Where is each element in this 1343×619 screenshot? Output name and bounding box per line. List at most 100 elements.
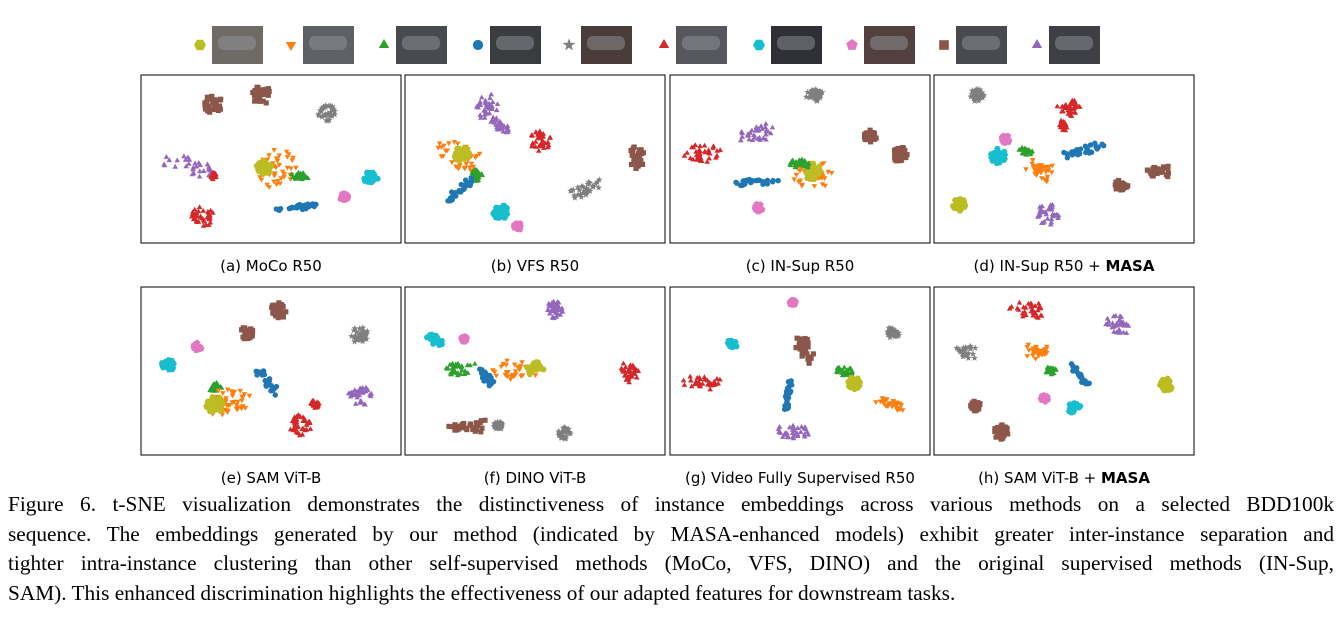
marker: [303, 422, 310, 427]
marker: [294, 423, 301, 428]
marker: [517, 364, 524, 370]
marker: [799, 182, 805, 188]
tsne-panel: [140, 74, 402, 244]
marker: [266, 376, 273, 382]
figure-caption: Figure 6. t-SNE visualization demonstrat…: [8, 490, 1334, 608]
marker: [813, 86, 821, 93]
marker: [956, 348, 964, 355]
marker: [1064, 154, 1071, 161]
marker: [993, 434, 999, 440]
marker: [196, 204, 203, 210]
marker: [484, 377, 490, 383]
marker: [277, 312, 283, 318]
marker: [331, 111, 338, 118]
marker: [793, 345, 799, 351]
marker: [894, 407, 901, 413]
marker: [689, 144, 695, 150]
marker: [1037, 206, 1044, 211]
marker: [493, 122, 499, 127]
marker: [351, 332, 359, 339]
marker: [459, 367, 465, 373]
marker: [892, 152, 899, 158]
marker: [796, 179, 802, 185]
marker: [294, 416, 300, 422]
marker: [482, 373, 489, 379]
marker: [628, 161, 635, 168]
marker: [259, 372, 265, 378]
marker: [1065, 408, 1073, 414]
marker: [1165, 165, 1171, 172]
thumbnail-highlight: [309, 36, 347, 50]
marker: [790, 433, 796, 439]
marker: [523, 364, 531, 370]
marker: [565, 425, 572, 432]
panel-caption: (e) SAM ViT-B: [221, 469, 322, 487]
panel-caption: (d) IN-Sup R50 + MASA: [974, 257, 1155, 275]
marker: [798, 158, 805, 164]
marker: [633, 368, 639, 373]
marker: [1112, 182, 1118, 188]
marker: [692, 142, 699, 147]
marker: [215, 388, 222, 394]
marker: [1103, 321, 1109, 327]
marker: [276, 162, 283, 168]
marker: [620, 360, 627, 366]
marker: [181, 153, 187, 159]
marker: [969, 350, 977, 357]
marker: [959, 201, 966, 207]
marker: [361, 330, 369, 337]
marker: [1077, 374, 1083, 380]
marker: [882, 398, 888, 403]
marker: [272, 310, 278, 316]
marker: [565, 429, 573, 437]
marker: [792, 160, 799, 165]
thumbnail: [581, 26, 632, 64]
marker: [904, 152, 910, 158]
marker: [461, 166, 468, 172]
marker: [1015, 307, 1022, 312]
caption-line: Figure 6. t-SNE visualization demonstrat…: [8, 492, 1334, 516]
marker: [327, 112, 334, 119]
marker: [714, 375, 720, 381]
marker: [555, 428, 563, 435]
marker: [789, 426, 796, 432]
marker: [353, 400, 359, 406]
marker: [802, 157, 808, 163]
marker: [452, 422, 458, 428]
marker: [569, 186, 577, 193]
tsne-panel: [404, 74, 666, 244]
marker: [266, 153, 272, 158]
marker: [454, 427, 460, 433]
marker: [953, 344, 960, 351]
marker: [508, 374, 514, 380]
marker: [322, 116, 330, 124]
marker: [1048, 216, 1055, 222]
marker: [873, 135, 879, 141]
marker: [1149, 172, 1155, 178]
marker: [1038, 170, 1044, 176]
marker: [636, 159, 642, 165]
marker: [478, 429, 484, 435]
marker: [759, 125, 765, 131]
marker: [1022, 304, 1029, 310]
marker: [548, 308, 554, 314]
marker: [451, 140, 458, 145]
marker: [1077, 403, 1084, 409]
marker: [289, 204, 295, 211]
marker: [215, 107, 221, 114]
marker: [303, 426, 310, 432]
marker: [834, 365, 841, 371]
marker: [211, 101, 218, 107]
marker: [191, 341, 198, 348]
marker: [496, 213, 503, 219]
marker: [273, 383, 280, 390]
marker: [954, 345, 962, 352]
marker: [818, 88, 826, 96]
marker: [1032, 310, 1039, 316]
marker: [1054, 103, 1060, 109]
marker: [974, 97, 982, 104]
marker: [706, 155, 712, 161]
panel-frame: [140, 74, 402, 244]
marker: [457, 163, 463, 168]
marker: [540, 133, 546, 139]
